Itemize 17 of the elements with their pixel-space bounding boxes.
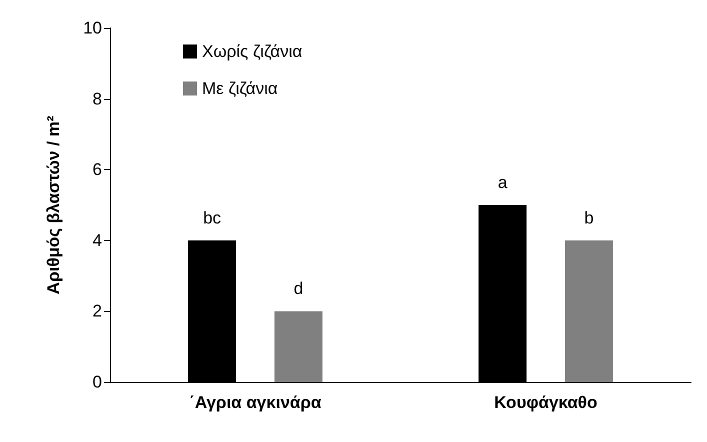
y-tick-label: 0 xyxy=(92,372,102,392)
data-label: a xyxy=(498,173,508,192)
data-label: d xyxy=(294,279,304,298)
bar xyxy=(564,240,613,382)
y-tick-label: 2 xyxy=(92,302,102,321)
legend-label: Με ζιζάνια xyxy=(202,79,278,98)
y-tick-label: 8 xyxy=(92,89,102,108)
x-tick-label: ΄Αγρια αγκινάρα xyxy=(189,393,322,412)
y-axis-title: Αριθμός βλαστών / m² xyxy=(44,115,63,294)
data-label: bc xyxy=(203,208,222,228)
legend-label: Χωρίς ζιζάνια xyxy=(202,42,302,61)
data-label: b xyxy=(584,208,594,228)
x-tick-label: Κουφάγκαθο xyxy=(494,393,598,412)
y-tick-label: 4 xyxy=(92,230,102,250)
bar xyxy=(274,311,322,382)
y-tick-label: 6 xyxy=(92,160,102,180)
y-tick-label: 10 xyxy=(83,18,102,38)
